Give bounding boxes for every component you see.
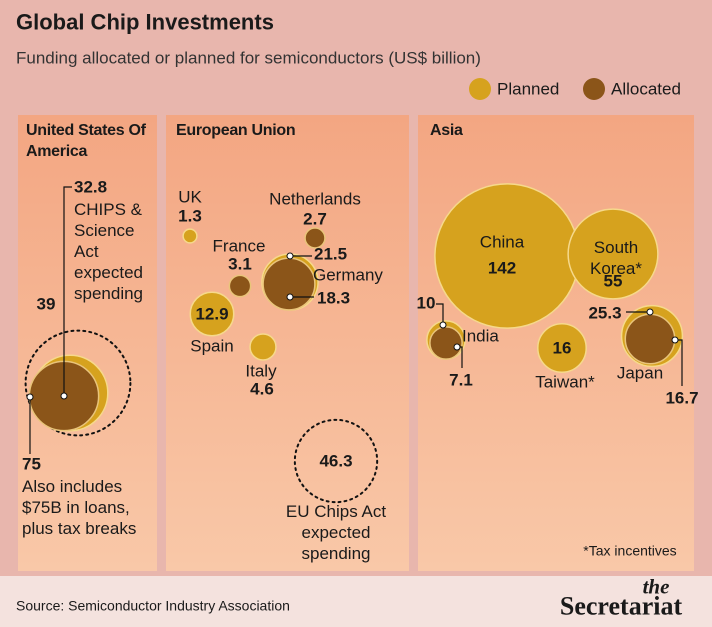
leader-dot xyxy=(26,393,34,401)
leader-dot xyxy=(646,308,654,316)
planned-bubble xyxy=(537,323,587,373)
allocated-label: 3.1 xyxy=(228,254,252,274)
total-note-label: Also includes $75B in loans, plus tax br… xyxy=(22,477,137,538)
name-label: France xyxy=(212,236,266,256)
name-label: UK xyxy=(178,187,202,207)
name-label: EU Chips Act expected spending xyxy=(285,502,387,563)
legend-label: Planned xyxy=(497,79,560,99)
panel-bg xyxy=(18,115,157,571)
allocated-bubble xyxy=(228,274,252,298)
name-label: China xyxy=(479,232,525,252)
source: Source: Semiconductor Industry Associati… xyxy=(16,597,290,614)
leader-dot xyxy=(286,293,294,301)
allocated-label: 18.3 xyxy=(317,288,351,308)
legend-label: Allocated xyxy=(611,79,681,99)
planned-label: 21.5 xyxy=(314,244,348,264)
planned-label: 39 xyxy=(36,294,56,314)
planned-bubble xyxy=(182,228,198,244)
allocated-bubble xyxy=(262,257,316,311)
planned-bubble xyxy=(567,208,659,300)
panel-title: European Union xyxy=(176,122,296,139)
panel-title: United States Of America xyxy=(26,122,146,160)
subtitle: Funding allocated or planned for semicon… xyxy=(16,48,481,68)
brand-small: the xyxy=(642,574,670,599)
total-bubble xyxy=(293,418,379,504)
allocated-bubble xyxy=(429,326,463,360)
leader-dot xyxy=(439,321,447,329)
planned-label: 4.6 xyxy=(250,379,274,399)
total-bubble xyxy=(24,329,132,437)
footer-band xyxy=(0,576,712,627)
planned-label: 1.3 xyxy=(178,206,202,226)
total-label: 46.3 xyxy=(319,451,353,471)
planned-label: 55 xyxy=(603,271,623,291)
allocated-bubble xyxy=(304,227,326,249)
planned-bubble xyxy=(434,183,580,329)
leader-dot xyxy=(60,392,68,400)
planned-label: 10 xyxy=(416,293,436,313)
planned-label: 16 xyxy=(552,338,572,358)
name-label: South Korea* xyxy=(590,238,642,278)
title: Global Chip Investments xyxy=(16,9,274,35)
name-label: Germany xyxy=(313,265,383,285)
leader-dot xyxy=(453,343,461,351)
allocated-label: 16.7 xyxy=(665,388,699,408)
leader-line xyxy=(63,186,72,396)
planned-label: 25.3 xyxy=(588,303,622,323)
planned-label: 12.9 xyxy=(195,304,229,324)
name-label: India xyxy=(462,326,499,346)
allocated-label: 7.1 xyxy=(449,370,473,390)
panel-bg xyxy=(166,115,409,571)
brand: Secretariat xyxy=(559,591,683,621)
leader-line xyxy=(436,303,444,325)
name-label: Taiwan* xyxy=(535,372,595,392)
legend-swatch xyxy=(469,78,491,100)
allocated-label: 2.7 xyxy=(303,209,327,229)
name-label: Japan xyxy=(616,363,664,383)
allocated-label: 32.8 xyxy=(74,177,108,197)
planned-bubble xyxy=(189,291,235,337)
footnote: *Tax incentives xyxy=(583,542,677,559)
legend-swatch xyxy=(583,78,605,100)
allocated-bubble xyxy=(624,313,676,365)
total-label: 75 xyxy=(22,454,41,474)
leader-dot xyxy=(286,252,294,260)
name-label: Spain xyxy=(190,336,234,356)
leader-dot xyxy=(671,336,679,344)
planned-bubble xyxy=(249,333,277,361)
name-label: Italy xyxy=(245,361,277,381)
planned-label: 142 xyxy=(487,258,517,278)
panel-title: Asia xyxy=(430,122,463,139)
name-label: Netherlands xyxy=(269,189,361,209)
allocated-note-label: CHIPS & Science Act expected spending xyxy=(74,200,144,303)
